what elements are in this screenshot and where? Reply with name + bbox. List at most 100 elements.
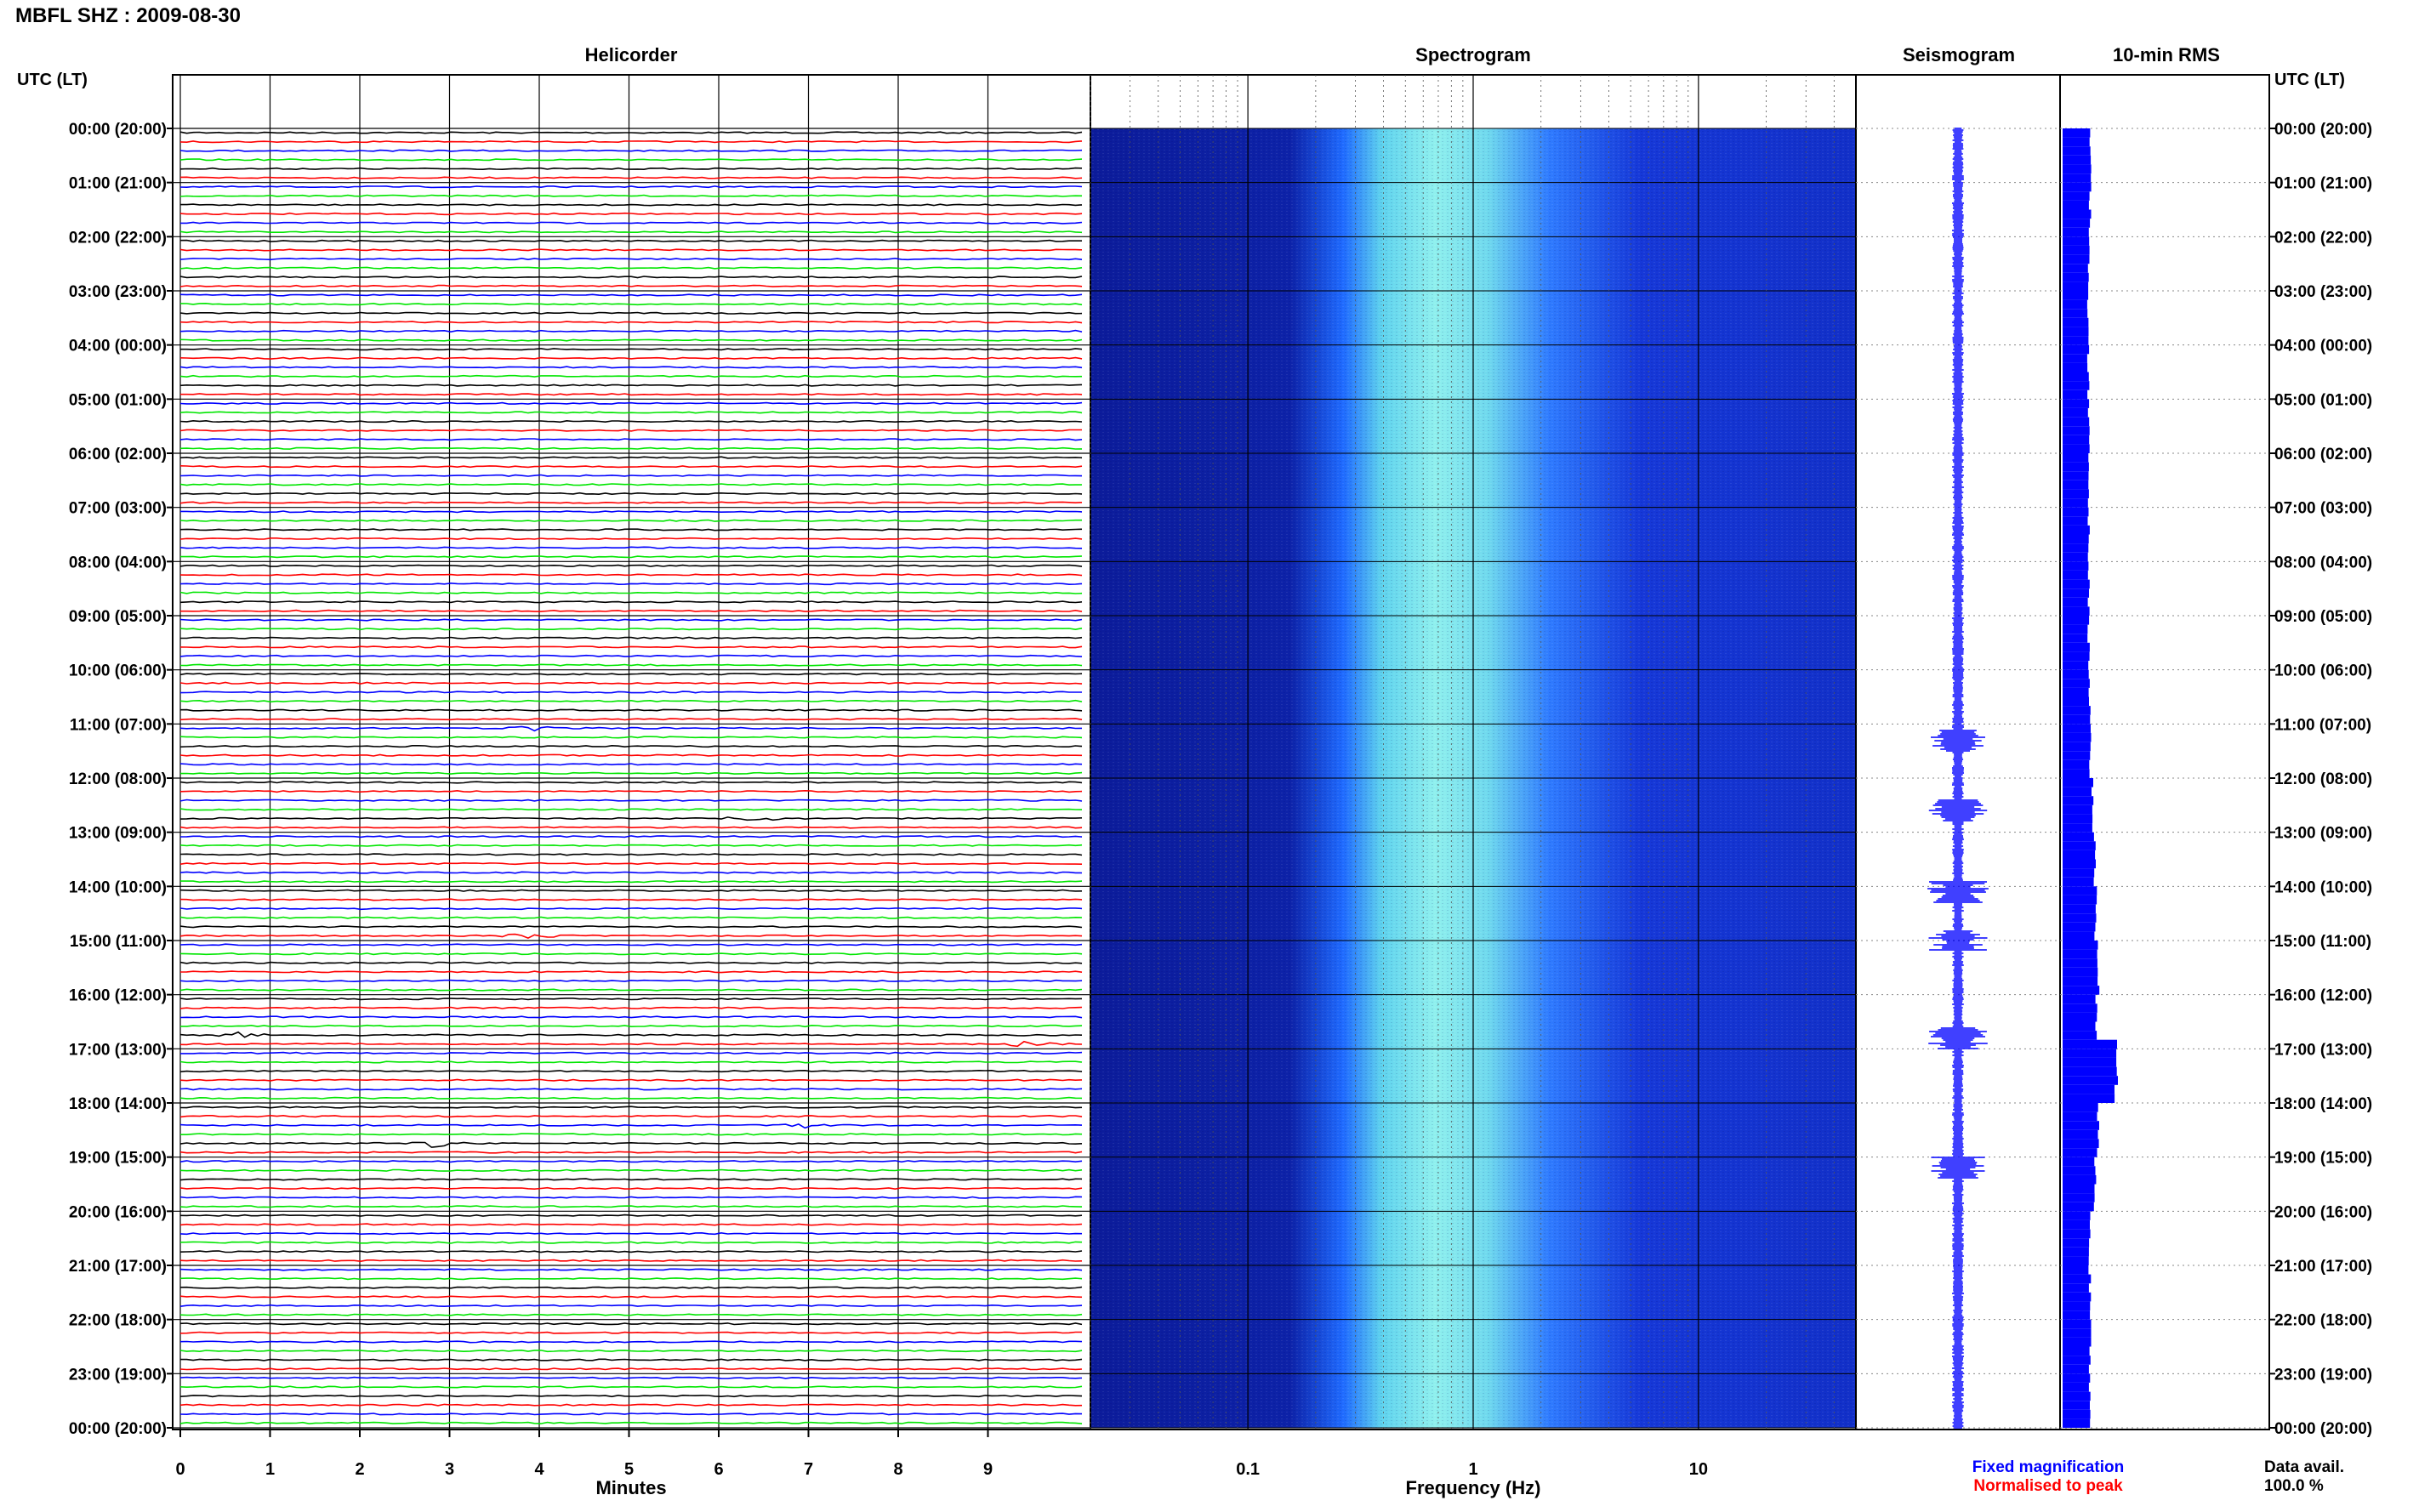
time-label-left: 00:00 (20:00) xyxy=(69,121,167,139)
helicorder-trace xyxy=(179,1367,1083,1371)
time-label-left: 03:00 (23:00) xyxy=(69,283,167,301)
helicorder-gridlines xyxy=(173,75,1090,1430)
helicorder-trace xyxy=(179,1241,1083,1244)
frequency-axis-label: Frequency (Hz) xyxy=(1406,1477,1541,1498)
rms-bar xyxy=(2063,1292,2092,1302)
rms-bar xyxy=(2063,399,2090,408)
helicorder-trace xyxy=(180,221,1083,225)
rms-bar xyxy=(2063,661,2089,670)
helicorder-trace xyxy=(179,1376,1083,1379)
rms-bar xyxy=(2063,913,2097,923)
helicorder-trace xyxy=(179,600,1083,604)
time-label-left: 05:00 (01:00) xyxy=(69,391,167,409)
minute-tick-label: 2 xyxy=(355,1460,364,1479)
helicorder-trace xyxy=(179,465,1083,469)
rms-bar xyxy=(2063,525,2090,535)
rms-bar xyxy=(2063,1057,2117,1067)
helicorder-trace xyxy=(179,816,1083,821)
rms-bar xyxy=(2063,1328,2092,1338)
right-axis-title: UTC (LT) xyxy=(2274,71,2345,89)
rms-bar xyxy=(2063,362,2088,372)
helicorder-trace xyxy=(179,338,1083,342)
helicorder-trace xyxy=(180,1051,1083,1054)
minute-tick-label: 0 xyxy=(175,1460,185,1479)
rms-bar xyxy=(2063,1084,2114,1094)
rms-bar xyxy=(2063,1066,2117,1077)
helicorder-trace xyxy=(179,582,1083,586)
helicorder-trace xyxy=(179,673,1083,676)
helicorder-trace xyxy=(179,1403,1083,1407)
helicorder-trace xyxy=(179,474,1083,477)
helicorder-trace xyxy=(179,185,1083,189)
rms-bar xyxy=(2063,146,2091,156)
time-label-right: 01:00 (21:00) xyxy=(2274,175,2372,193)
rms-bar xyxy=(2063,1401,2090,1410)
rms-bar xyxy=(2063,471,2089,480)
rms-bar xyxy=(2063,291,2089,300)
minute-tick-label: 5 xyxy=(624,1460,634,1479)
helicorder-trace xyxy=(180,510,1083,514)
helicorder-trace xyxy=(179,356,1083,360)
rms-bar xyxy=(2063,317,2089,327)
helicorder-trace xyxy=(179,1394,1083,1398)
rms-bar xyxy=(2063,941,2098,950)
rms-bar xyxy=(2063,489,2089,499)
rms-bar xyxy=(2063,1265,2089,1275)
helicorder-trace xyxy=(179,149,1083,152)
time-label-right: 14:00 (10:00) xyxy=(2274,878,2372,896)
helicorder-trace xyxy=(179,528,1083,531)
rms-bar xyxy=(2063,507,2089,517)
helicorder-trace xyxy=(179,618,1083,622)
helicorder-trace xyxy=(179,1313,1083,1316)
helicorder-trace xyxy=(179,573,1083,577)
rms-bar xyxy=(2063,219,2091,228)
helicorder-trace xyxy=(179,799,1083,802)
helicorder-trace xyxy=(179,1349,1083,1353)
helicorder-trace xyxy=(179,276,1083,279)
helicorder-trace xyxy=(179,889,1083,892)
rms-bar xyxy=(2063,354,2087,363)
helicorder-trace xyxy=(179,961,1083,964)
helicorder-trace xyxy=(179,537,1083,541)
rms-bar xyxy=(2063,381,2090,390)
legend-fixed-magnification: Fixed magnification xyxy=(1972,1458,2124,1476)
helicorder-trace xyxy=(179,844,1083,847)
rms-bar xyxy=(2063,516,2088,526)
rms-bar xyxy=(2063,1021,2096,1032)
helicorder-trace xyxy=(179,1168,1083,1172)
rms-bar xyxy=(2063,751,2091,760)
rms-bar xyxy=(2063,1247,2089,1257)
helicorder-trace xyxy=(179,1223,1083,1226)
plot-title: MBFL SHZ : 2009-08-30 xyxy=(15,4,241,27)
time-label-left: 10:00 (06:00) xyxy=(69,662,167,680)
rms-bar xyxy=(2063,1121,2099,1130)
helicorder-trace xyxy=(179,1060,1083,1064)
data-avail-label: Data avail. xyxy=(2264,1458,2344,1476)
time-label-left: 02:00 (22:00) xyxy=(69,229,167,247)
rms-bar xyxy=(2063,200,2089,210)
helicorder-trace xyxy=(179,979,1083,983)
rms-bar xyxy=(2063,634,2088,643)
rms-bar xyxy=(2063,1409,2091,1419)
helicorder-trace xyxy=(179,212,1083,216)
time-label-left: 06:00 (02:00) xyxy=(69,446,167,463)
frequency-tick-label: 1 xyxy=(1468,1460,1477,1479)
data-avail-value: 100.0 % xyxy=(2264,1477,2324,1495)
rms-bar xyxy=(2063,714,2091,725)
rms-bar xyxy=(2063,236,2090,246)
helicorder-trace xyxy=(179,1015,1083,1019)
rms-bar xyxy=(2063,552,2088,562)
rms-bar xyxy=(2063,336,2089,345)
helicorder-trace xyxy=(179,718,1083,721)
rms-bar xyxy=(2063,498,2088,508)
rms-bar xyxy=(2063,796,2094,805)
helicorder-trace xyxy=(179,871,1083,874)
helicorder-frame xyxy=(172,74,1091,1430)
helicorder-trace xyxy=(179,1123,1083,1129)
rms-bar xyxy=(2063,759,2090,770)
helicorder-trace xyxy=(179,808,1083,811)
time-label-right: 13:00 (09:00) xyxy=(2274,825,2372,843)
rms-bar xyxy=(2063,732,2092,742)
helicorder-trace xyxy=(179,266,1083,270)
time-label-left: 15:00 (11:00) xyxy=(70,933,167,951)
